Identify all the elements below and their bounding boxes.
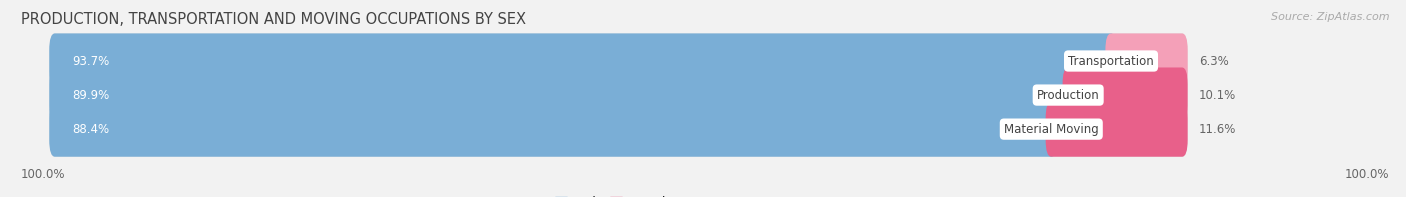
FancyBboxPatch shape <box>49 33 1116 89</box>
Text: Transportation: Transportation <box>1069 55 1154 68</box>
Text: 89.9%: 89.9% <box>72 89 110 102</box>
Text: 10.1%: 10.1% <box>1199 89 1236 102</box>
FancyBboxPatch shape <box>49 101 1057 157</box>
FancyBboxPatch shape <box>1046 101 1188 157</box>
Text: PRODUCTION, TRANSPORTATION AND MOVING OCCUPATIONS BY SEX: PRODUCTION, TRANSPORTATION AND MOVING OC… <box>21 12 526 27</box>
FancyBboxPatch shape <box>49 101 1188 157</box>
Text: Material Moving: Material Moving <box>1004 123 1098 136</box>
Text: Production: Production <box>1036 89 1099 102</box>
Text: 11.6%: 11.6% <box>1199 123 1236 136</box>
Text: 93.7%: 93.7% <box>72 55 110 68</box>
FancyBboxPatch shape <box>49 33 1188 89</box>
Text: 100.0%: 100.0% <box>1344 168 1389 181</box>
FancyBboxPatch shape <box>1063 68 1188 123</box>
FancyBboxPatch shape <box>1105 33 1188 89</box>
Text: 88.4%: 88.4% <box>72 123 108 136</box>
Text: 100.0%: 100.0% <box>21 168 66 181</box>
FancyBboxPatch shape <box>49 68 1188 123</box>
FancyBboxPatch shape <box>49 68 1074 123</box>
Legend: Male, Female: Male, Female <box>555 196 673 197</box>
Text: Source: ZipAtlas.com: Source: ZipAtlas.com <box>1271 12 1389 22</box>
Text: 6.3%: 6.3% <box>1199 55 1229 68</box>
